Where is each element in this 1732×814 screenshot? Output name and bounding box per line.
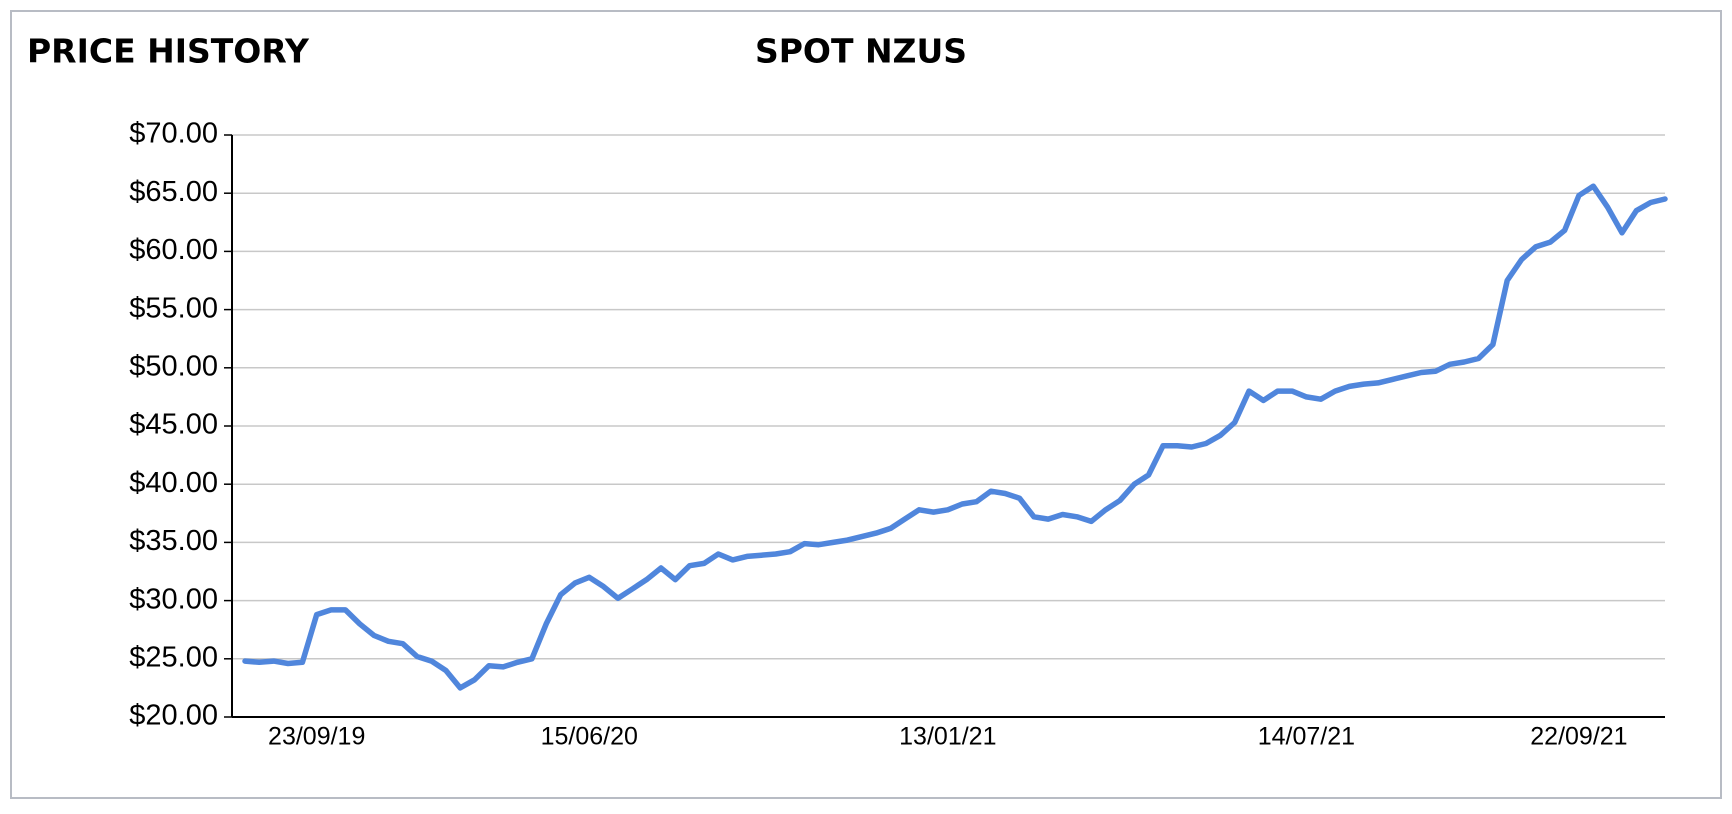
y-tick-label: $35.00 <box>129 525 218 557</box>
y-tick-label: $55.00 <box>129 292 218 324</box>
x-tick-label: 15/06/20 <box>541 723 638 751</box>
x-tick-label: 23/09/19 <box>268 723 365 751</box>
chart-title: SPOT NZUS <box>755 32 967 71</box>
y-tick-label: $50.00 <box>129 350 218 382</box>
price-line <box>242 183 1668 691</box>
y-tick-label: $45.00 <box>129 409 218 441</box>
chart-heading: PRICE HISTORY <box>27 32 310 71</box>
frame <box>10 10 1722 799</box>
y-tick-label: $30.00 <box>129 583 218 615</box>
y-tick-label: $25.00 <box>129 641 218 673</box>
y-tick-label: $65.00 <box>129 176 218 208</box>
x-tick-label: 13/01/21 <box>899 723 996 751</box>
y-tick-label: $60.00 <box>129 234 218 266</box>
y-tick-label: $40.00 <box>129 467 218 499</box>
x-tick-label: 14/07/21 <box>1258 723 1355 751</box>
x-tick-label: 22/09/21 <box>1530 723 1627 751</box>
y-tick-label: $70.00 <box>129 118 218 150</box>
y-tick-label: $20.00 <box>129 700 218 732</box>
